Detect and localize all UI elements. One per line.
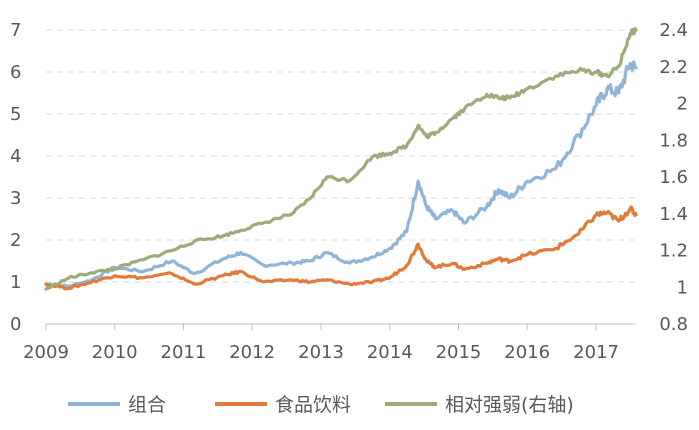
x-tick-label: 2009 [23,342,69,363]
series-line-1 [44,60,638,289]
y-left-tick-label: 4 [10,146,21,167]
series-line-2 [44,205,638,291]
x-tick-label: 2013 [298,342,344,363]
legend-label-3: 相对强弱(右轴) [445,394,574,416]
x-tick-label: 2014 [367,342,413,363]
x-tick-label: 2011 [161,342,207,363]
y-left-tick-label: 0 [10,314,21,335]
y-right-tick-label: 1.4 [659,204,688,225]
y-right-tick-label: 1.8 [659,130,688,151]
y-left-tick-label: 3 [10,188,21,209]
x-tick-label: 2015 [436,342,482,363]
y-right-tick-label: 2.2 [659,57,688,78]
y-right-tick-label: 1.2 [659,241,688,262]
axes: 0 1 2 3 4 5 6 7 0.8 1 1.2 1.4 1.6 1.8 2 2.2 2.4 2009 2010 2… [10,20,688,363]
y-left-tick-label: 2 [10,230,21,251]
x-tick-label: 2017 [573,342,619,363]
legend-label-2: 食品饮料 [275,394,351,416]
legend: 组合 食品饮料 相对强弱(右轴) [68,394,574,416]
y-right-tick-label: 0.8 [659,314,688,335]
x-tick-label: 2012 [229,342,275,363]
y-right-tick-label: 1 [677,277,688,298]
x-tick-label: 2010 [92,342,138,363]
y-left-tick-label: 6 [10,62,21,83]
gridlines [46,29,636,283]
y-left-tick-label: 7 [10,20,21,41]
x-tick-label: 2016 [504,342,550,363]
y-right-tick-label: 2.4 [659,20,688,41]
y-left-tick-label: 1 [10,272,21,293]
y-left-tick-label: 5 [10,104,21,125]
legend-label-1: 组合 [128,394,166,416]
series-lines [44,27,638,291]
y-right-tick-label: 1.6 [659,167,688,188]
series-line-3 [44,27,638,291]
y-right-tick-label: 2 [677,94,688,115]
